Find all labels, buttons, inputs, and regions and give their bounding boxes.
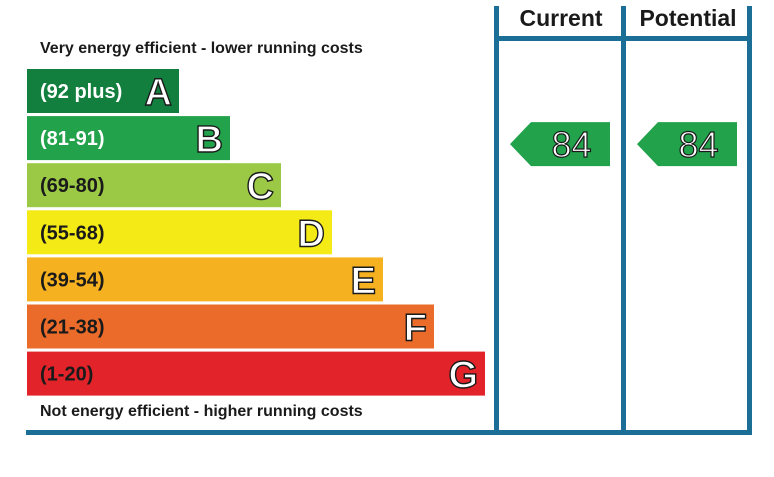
band-a-range: (92 plus) [40, 81, 122, 103]
current-rating-arrow [510, 122, 610, 167]
band-d-range: (55-68) [40, 222, 104, 244]
band-g-bar [27, 351, 485, 396]
band-e-bar [27, 257, 383, 302]
band-e-letter: E [351, 260, 376, 302]
band-a-bar [27, 69, 179, 113]
frame-bottom-line [26, 430, 752, 435]
potential-column-header: Potential [639, 5, 736, 31]
top-note: Very energy efficient - lower running co… [40, 40, 363, 57]
band-b-range: (81-91) [40, 128, 104, 150]
band-f-bar [27, 304, 434, 349]
potential-rating-value: 84 [678, 124, 718, 165]
frame-divider-left [494, 6, 499, 431]
band-a-letter: A [145, 72, 172, 114]
rating-arrows: 84 84 [510, 122, 737, 167]
band-c-range: (69-80) [40, 175, 104, 197]
band-g-letter: G [448, 355, 478, 397]
band-c-letter: C [247, 166, 274, 208]
band-d-bar [27, 210, 332, 255]
band-c-bar [27, 163, 281, 208]
band-f-letter: F [404, 308, 427, 350]
chart-frame [26, 6, 752, 435]
potential-rating-arrow [637, 122, 737, 167]
band-e-range: (39-54) [40, 269, 104, 291]
current-rating-value: 84 [551, 124, 591, 165]
header-underline [494, 36, 752, 41]
current-column-header: Current [519, 5, 602, 31]
band-d-letter: D [298, 213, 325, 255]
rating-bands: (92 plus) A (81-91) B (69-80) C (55-68) D (39-54… [27, 69, 485, 397]
band-f-range: (21-38) [40, 317, 104, 339]
band-b-bar [27, 116, 230, 161]
frame-divider-middle [621, 6, 626, 431]
band-g-range: (1-20) [40, 364, 93, 386]
bottom-note: Not energy efficient - higher running co… [40, 403, 363, 420]
frame-divider-right [747, 6, 752, 431]
band-b-letter: B [196, 119, 223, 161]
